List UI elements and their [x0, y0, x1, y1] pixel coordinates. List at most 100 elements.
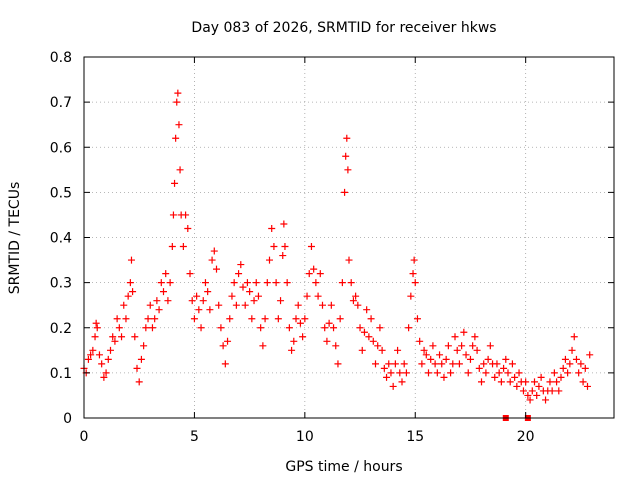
data-point	[542, 396, 550, 404]
data-point	[387, 369, 395, 377]
data-point	[455, 360, 463, 368]
data-point	[228, 292, 236, 300]
data-point	[553, 378, 561, 386]
data-point	[91, 333, 99, 341]
y-tick-label: 0.5	[50, 185, 72, 201]
data-point	[113, 315, 121, 323]
data-point	[513, 382, 521, 390]
data-point	[584, 382, 591, 390]
data-point	[579, 378, 587, 386]
data-point	[290, 337, 298, 345]
x-tick-label: 20	[517, 429, 535, 445]
data-point	[484, 355, 492, 363]
data-point	[462, 351, 470, 359]
data-point	[272, 279, 280, 287]
data-point	[363, 306, 371, 314]
data-point	[164, 297, 172, 305]
data-point	[140, 342, 148, 350]
data-point	[427, 355, 435, 363]
data-point	[453, 346, 461, 354]
data-point	[174, 89, 182, 97]
data-point	[334, 360, 342, 368]
data-point	[409, 270, 417, 278]
data-point	[281, 243, 289, 251]
data-point	[190, 315, 198, 323]
data-point	[294, 301, 302, 309]
data-point	[241, 301, 249, 309]
data-point	[327, 301, 335, 309]
data-point	[411, 279, 419, 287]
data-point	[341, 188, 349, 196]
data-point	[413, 315, 421, 323]
data-point	[120, 301, 128, 309]
data-point	[564, 369, 572, 377]
data-point	[469, 342, 477, 350]
chart-title: Day 083 of 2026, SRMTID for receiver hkw…	[191, 20, 496, 36]
x-tick-label: 10	[296, 429, 314, 445]
data-point	[330, 324, 338, 332]
data-point	[515, 369, 523, 377]
x-tick-label: 0	[80, 429, 89, 445]
data-point	[570, 333, 578, 341]
data-point	[365, 333, 373, 341]
data-point	[184, 224, 192, 232]
data-point	[522, 378, 530, 386]
data-point	[548, 387, 556, 395]
data-point	[213, 265, 220, 273]
data-point	[372, 360, 379, 368]
data-point	[230, 279, 238, 287]
data-point	[155, 306, 163, 314]
data-point	[458, 342, 466, 350]
data-point	[376, 324, 384, 332]
data-point	[239, 283, 247, 291]
data-point	[380, 364, 388, 372]
data-point	[305, 270, 313, 278]
data-point	[127, 256, 135, 264]
data-point	[135, 378, 143, 386]
data-point	[344, 166, 352, 174]
y-tick-label: 0.1	[50, 366, 72, 382]
data-point	[266, 256, 273, 264]
data-point	[129, 288, 137, 296]
data-point	[235, 270, 243, 278]
data-point	[519, 387, 527, 395]
data-point	[237, 261, 245, 269]
data-point	[109, 333, 117, 341]
data-point	[360, 328, 368, 336]
data-point	[358, 346, 366, 354]
y-tick-label: 0.7	[50, 95, 72, 111]
data-point	[575, 369, 583, 377]
data-point	[301, 315, 309, 323]
data-point	[171, 179, 179, 187]
data-point	[506, 378, 514, 386]
data-point	[347, 279, 355, 287]
data-point	[471, 333, 479, 341]
data-point	[449, 360, 457, 368]
data-point	[497, 378, 505, 386]
data-point	[486, 342, 494, 350]
data-point	[464, 369, 472, 377]
y-tick-label: 0.8	[50, 50, 72, 66]
data-point	[478, 378, 485, 386]
data-point	[572, 355, 580, 363]
data-point	[199, 297, 207, 305]
data-point	[398, 378, 406, 386]
y-axis-label: SRMTID / TECUs	[7, 182, 23, 295]
data-point	[528, 387, 536, 395]
data-point	[248, 315, 256, 323]
data-point	[107, 346, 114, 354]
data-point	[179, 243, 187, 251]
data-point	[559, 364, 567, 372]
data-point	[303, 292, 311, 300]
data-point	[577, 360, 585, 368]
data-point	[475, 364, 483, 372]
data-point	[391, 360, 399, 368]
x-tick-label: 5	[190, 429, 199, 445]
y-tick-label: 0.2	[50, 321, 72, 337]
data-point	[511, 373, 519, 381]
data-point	[84, 355, 92, 363]
data-point	[385, 360, 393, 368]
data-point	[356, 324, 364, 332]
data-point	[447, 369, 455, 377]
data-point	[504, 369, 512, 377]
